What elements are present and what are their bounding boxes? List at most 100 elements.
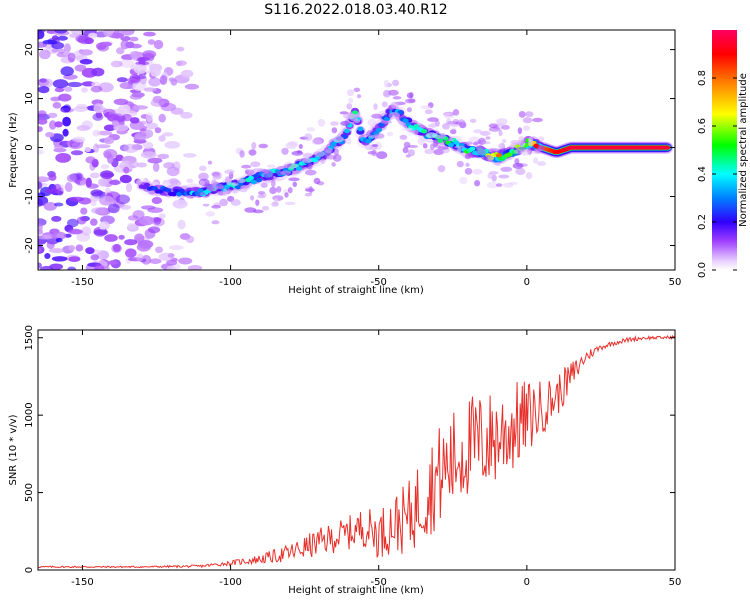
heatmap-fringe-cell <box>231 182 239 187</box>
heatmap-fringe-cell <box>345 137 352 145</box>
heatmap-fringe-cell <box>239 150 245 158</box>
snr-y-tick-label: 0 <box>24 567 35 573</box>
heatmap-fringe-cell <box>424 109 433 115</box>
heatmap-noise-cell <box>148 226 161 234</box>
heatmap-fringe-cell <box>287 187 293 194</box>
heatmap-noise-cell <box>183 153 197 158</box>
heatmap-fringe-cell <box>371 113 383 119</box>
heatmap-noise-cell <box>62 116 71 127</box>
heatmap-fringe-cell <box>284 192 289 198</box>
heatmap-noise-cell <box>95 144 111 149</box>
heatmap-noise-cell <box>143 87 157 92</box>
heatmap-fringe-cell <box>459 176 468 185</box>
heatmap-noise-cell <box>155 246 163 254</box>
heatmap-noise-cell <box>42 39 58 45</box>
heatmap-fringe-cell <box>313 177 321 185</box>
heatmap-noise-cell <box>180 69 194 78</box>
heatmap-fringe-cell <box>510 140 522 145</box>
snr-x-axis-label: Height of straight line (km) <box>288 585 424 596</box>
heatmap-noise-cell <box>68 256 81 262</box>
heatmap-ridge-cell <box>344 128 350 134</box>
heatmap-ridge-cell <box>256 177 262 183</box>
heatmap-noise-cell <box>68 229 83 235</box>
heatmap-fringe-cell <box>250 161 261 168</box>
heatmap-fringe-cell <box>250 195 255 201</box>
heatmap-noise-cell <box>129 43 142 49</box>
heatmap-noise-cell <box>119 174 132 184</box>
heatmap-fringe-cell <box>392 79 400 87</box>
heatmap-ridge-cell <box>248 175 254 181</box>
heatmap-noise-cell <box>84 146 92 153</box>
heatmap-noise-cell <box>132 105 148 110</box>
heatmap-fringe-cell <box>488 126 501 132</box>
heatmap-ridge-cell <box>437 138 444 143</box>
heatmap-fringe-cell <box>276 186 282 193</box>
heatmap-fringe-cell <box>314 151 325 158</box>
heatmap-fringe-cell <box>464 167 473 175</box>
heatmap-noise-cell <box>62 128 69 137</box>
heatmap-fringe-cell <box>452 109 460 116</box>
heatmap-noise-cell <box>113 98 129 106</box>
heatmap-fringe-cell <box>533 157 539 164</box>
heatmap-fringe-cell <box>435 134 443 139</box>
heatmap-fringe-cell <box>414 129 419 135</box>
heatmap-fringe-cell <box>202 203 210 207</box>
heatmap-fringe-cell <box>532 117 543 123</box>
heatmap-noise-cell <box>51 48 59 53</box>
heatmap-noise-cell <box>96 130 113 136</box>
heatmap-noise-cell <box>51 231 67 240</box>
heatmap-ridge-cell <box>469 146 476 151</box>
heatmap-noise-cell <box>67 266 76 270</box>
heatmap-noise-cell <box>164 141 181 149</box>
heatmap-noise-cell <box>129 117 140 124</box>
heatmap-noise-cell <box>129 51 141 59</box>
heatmap-fringe-cell <box>367 118 377 126</box>
heatmap-noise-cell <box>38 262 42 269</box>
heatmap-noise-cell <box>103 136 114 145</box>
heatmap-noise-cell <box>69 33 79 38</box>
heatmap-fringe-cell <box>333 154 342 162</box>
heatmap-y-tick-label: -10 <box>24 188 35 204</box>
heatmap-noise-cell <box>45 132 55 138</box>
heatmap-noise-cell <box>104 234 118 242</box>
heatmap-fringe-cell <box>406 107 412 113</box>
heatmap-noise-cell <box>94 263 105 270</box>
heatmap-fringe-cell <box>491 174 497 182</box>
heatmap-noise-cell <box>185 235 195 244</box>
heatmap-noise-cell <box>151 196 163 205</box>
heatmap-fringe-cell <box>281 147 289 155</box>
heatmap-frame <box>37 29 676 271</box>
heatmap-noise-cell <box>57 35 68 41</box>
heatmap-fringe-cell <box>495 161 501 166</box>
heatmap-ridge-cell <box>253 173 260 178</box>
heatmap-fringe-cell <box>371 149 377 157</box>
heatmap-noise-cell <box>71 142 83 149</box>
heatmap-noise-cell <box>115 194 130 205</box>
heatmap-fringe-cell <box>402 146 409 154</box>
heatmap-noise-cell <box>175 60 187 66</box>
heatmap-ridge-cell <box>421 129 428 134</box>
snr-y-axis-label: SNR (10 * v/v) <box>8 414 19 485</box>
heatmap-noise-cell <box>66 174 78 183</box>
heatmap-fringe-cell <box>401 127 413 131</box>
heatmap-noise-cell <box>85 247 95 255</box>
heatmap-fringe-cell <box>311 138 323 145</box>
heatmap-noise-cell <box>158 252 175 261</box>
heatmap-noise-cell <box>162 132 174 137</box>
heatmap-fringe-cell <box>280 170 292 176</box>
heatmap-ridge-cell <box>376 127 382 133</box>
heatmap-noise-cell <box>184 83 199 90</box>
heatmap-fringe-cell <box>515 167 526 176</box>
heatmap-fringe-cell <box>489 171 499 175</box>
heatmap-noise-cell <box>90 85 103 93</box>
heatmap-fringe-cell <box>298 144 303 149</box>
heatmap-noise-cell <box>103 30 114 37</box>
heatmap-fringe-cell <box>465 162 470 167</box>
colorbar-tick-label: 0.8 <box>697 70 708 86</box>
heatmap-fringe-cell <box>454 145 465 149</box>
heatmap-fringe-cell <box>307 163 313 170</box>
heatmap-fringe-cell <box>343 113 355 120</box>
heatmap-noise-cell <box>107 203 120 214</box>
snr-x-tick-label: 50 <box>669 577 682 588</box>
